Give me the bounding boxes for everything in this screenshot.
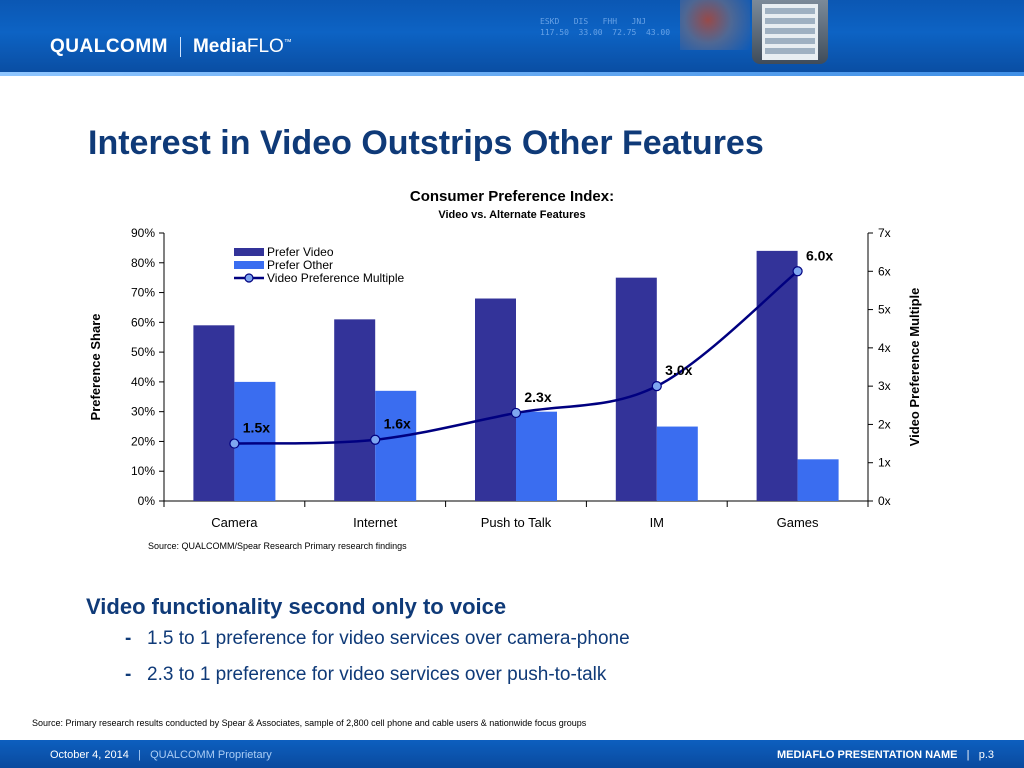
data-label: 6.0x	[806, 247, 833, 263]
x-tick-label: Push to Talk	[481, 515, 552, 530]
bullet-text: 1.5 to 1 preference for video services o…	[147, 628, 630, 649]
brand-logo: QUALCOMM MediaFLO™	[50, 32, 292, 62]
footer-date: October 4, 2014	[50, 749, 129, 761]
legend-swatch	[234, 261, 264, 269]
bar-prefer-other	[797, 459, 839, 501]
line-marker	[651, 381, 662, 392]
footer-bar: October 4, 2014 | QUALCOMM Proprietary M…	[0, 740, 1024, 768]
legend-label: Video Preference Multiple	[267, 271, 405, 285]
legend-swatch	[234, 248, 264, 256]
data-label: 1.6x	[384, 416, 411, 432]
x-tick-label: Internet	[353, 515, 397, 530]
footer-presentation-name: MEDIAFLO PRESENTATION NAME	[777, 749, 958, 761]
bar-prefer-other	[234, 381, 276, 501]
left-tick-label: 40%	[131, 375, 155, 389]
chart-source: Source: QUALCOMM/Spear Research Primary …	[148, 541, 407, 551]
phone-image	[752, 0, 828, 64]
x-tick-label: Camera	[211, 515, 258, 530]
left-axis-title: Preference Share	[88, 314, 103, 421]
x-tick-label: Games	[777, 515, 819, 530]
right-tick-label: 3x	[878, 379, 891, 393]
left-tick-label: 10%	[131, 464, 155, 478]
footer-left: October 4, 2014 | QUALCOMM Proprietary	[50, 749, 272, 761]
banner-accent-strip	[0, 72, 1024, 76]
bullet-marker: -	[125, 664, 132, 685]
left-tick-label: 70%	[131, 286, 155, 300]
phone-screen	[762, 4, 818, 60]
bar-prefer-other	[656, 426, 698, 501]
bar-prefer-video	[334, 319, 376, 501]
left-tick-label: 60%	[131, 315, 155, 329]
legend-marker	[244, 273, 254, 283]
right-tick-label: 4x	[878, 341, 891, 355]
qualcomm-logo: QUALCOMM	[50, 36, 168, 57]
header-banner: ESKD DIS FHH JNJ 117.50 33.00 72.75 43.0…	[0, 0, 1024, 72]
left-tick-label: 0%	[138, 494, 156, 508]
right-tick-label: 0x	[878, 494, 891, 508]
right-axis-title: Video Preference Multiple	[907, 288, 922, 447]
data-label: 3.0x	[665, 362, 692, 378]
left-tick-label: 80%	[131, 256, 155, 270]
bullet-item: - 2.3 to 1 preference for video services…	[125, 664, 606, 686]
bar-prefer-video	[193, 325, 235, 501]
mediaflo-logo: MediaFLO™	[192, 36, 292, 57]
bar-prefer-other	[516, 411, 557, 501]
line-marker	[510, 407, 522, 419]
data-label: 2.3x	[524, 389, 551, 405]
bullet-text: 2.3 to 1 preference for video services o…	[147, 664, 607, 685]
right-tick-label: 6x	[878, 264, 891, 278]
brand-divider	[179, 37, 181, 57]
line-marker	[229, 438, 240, 449]
footer-page-number: p.3	[978, 749, 994, 761]
chart-subtitle: Video vs. Alternate Features	[438, 209, 586, 221]
data-label: 1.5x	[243, 420, 270, 436]
left-tick-label: 50%	[131, 345, 155, 359]
preference-chart: 0% 10% 20% 30% 40% 50% 60% 70% 80% 90% 0x 1x 2x 3x 4x 5…	[88, 226, 922, 530]
body-heading: Video functionality second only to voice	[86, 594, 507, 619]
left-tick-label: 20%	[131, 434, 155, 448]
footer-right: MEDIAFLO PRESENTATION NAME | p.3	[777, 749, 994, 761]
right-tick-label: 2x	[878, 417, 891, 431]
left-tick-label: 30%	[131, 405, 155, 419]
right-tick-label: 1x	[878, 456, 891, 470]
footer-separator: |	[138, 749, 141, 761]
chart-title: Consumer Preference Index:	[409, 188, 615, 205]
banner-photo	[680, 0, 750, 50]
bar-prefer-other	[375, 390, 417, 501]
bullet-marker: -	[125, 628, 132, 649]
left-tick-label: 90%	[131, 226, 155, 240]
right-tick-label: 5x	[878, 303, 891, 317]
legend-label: Prefer Video	[267, 245, 334, 259]
line-marker	[792, 266, 803, 277]
line-marker	[370, 434, 381, 445]
right-tick-label: 7x	[878, 226, 891, 240]
bullet-item: - 1.5 to 1 preference for video services…	[125, 628, 630, 650]
bar-prefer-video	[756, 250, 798, 501]
footer-separator: |	[966, 749, 970, 761]
slide-title: Interest in Video Outstrips Other Featur…	[88, 124, 764, 162]
legend-label: Prefer Other	[267, 258, 333, 272]
source-note: Source: Primary research results conduct…	[32, 718, 587, 728]
bar-prefer-video	[475, 298, 516, 501]
decorative-ticker: ESKD DIS FHH JNJ 117.50 33.00 72.75 43.0…	[540, 17, 671, 37]
x-tick-label: IM	[650, 515, 664, 530]
line-video-preference-multiple	[234, 270, 799, 445]
footer-proprietary: QUALCOMM Proprietary	[150, 749, 272, 761]
